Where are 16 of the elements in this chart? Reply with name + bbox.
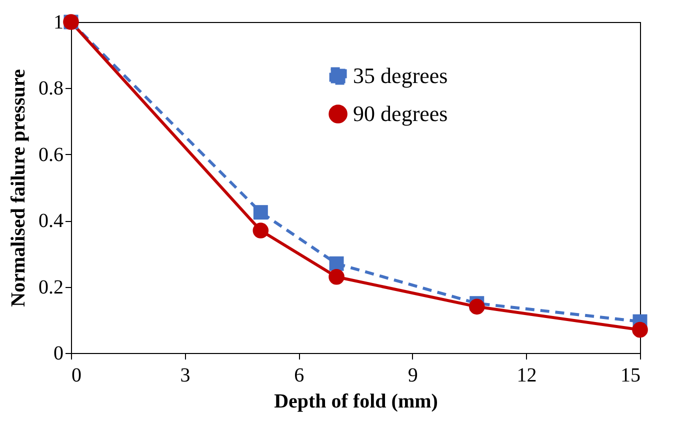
x-tick-label: 3 [180, 364, 190, 386]
legend-label: 90 degrees [353, 101, 448, 126]
x-tick-label: 15 [620, 364, 640, 386]
x-tick-label: 9 [408, 364, 418, 386]
y-tick-label: 0.2 [38, 276, 64, 298]
x-tick-label: 0 [72, 364, 82, 386]
x-axis-title: Depth of fold (mm) [274, 390, 438, 412]
y-tick-label: 0 [54, 342, 64, 364]
x-tick-label: 6 [294, 364, 304, 386]
legend-label: 35 degrees [353, 63, 448, 88]
y-tick-label: 1 [54, 12, 64, 34]
y-tick-label: 0.6 [38, 144, 64, 166]
y-axis-title: Normalised failure pressure [8, 68, 30, 307]
y-tick-label: 0.8 [38, 78, 64, 100]
x-tick-label: 12 [516, 364, 537, 386]
y-tick-label: 0.4 [38, 210, 64, 232]
